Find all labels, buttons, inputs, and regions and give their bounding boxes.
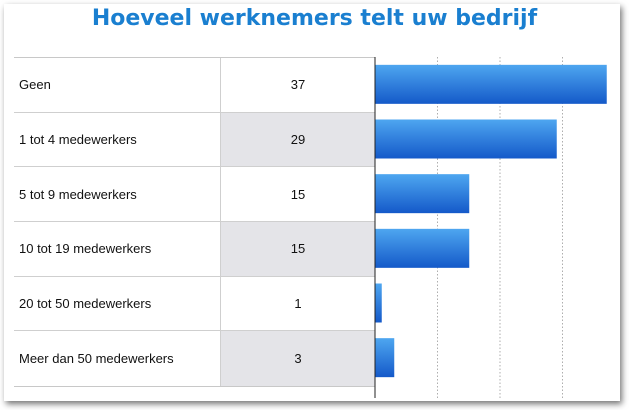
value-label: 1 (294, 295, 302, 311)
value-label: 37 (290, 77, 306, 93)
bar (375, 228, 470, 268)
table-row: Meer dan 50 medewerkers 3 (14, 331, 375, 386)
category-label: 1 tot 4 medewerkers (14, 112, 221, 167)
table-row: Geen 37 (14, 58, 375, 113)
bar (375, 64, 607, 104)
bar (375, 283, 382, 323)
bar (375, 174, 470, 214)
data-table: Geen 37 1 tot 4 medewerkers 29 5 tot 9 medew… (14, 57, 375, 387)
bar (375, 338, 395, 378)
table-row: 20 tot 50 medewerkers 1 (14, 276, 375, 332)
value-label: 15 (290, 186, 306, 202)
value-label: 29 (221, 112, 375, 167)
category-label: 5 tot 9 medewerkers (14, 167, 221, 221)
bar (375, 119, 557, 159)
value-label: 3 (221, 331, 375, 386)
table-row: 1 tot 4 medewerkers 29 (14, 112, 375, 168)
table-row: 5 tot 9 medewerkers 15 (14, 167, 375, 222)
category-label: Meer dan 50 medewerkers (14, 331, 221, 386)
category-label: 20 tot 50 medewerkers (14, 276, 221, 331)
value-label: 15 (221, 222, 375, 276)
table-row: 10 tot 19 medewerkers 15 (14, 222, 375, 277)
category-label: 10 tot 19 medewerkers (14, 222, 221, 276)
chart-title: Hoeveel werknemers telt uw bedrijf (91, 6, 538, 31)
category-label: Geen (14, 58, 221, 112)
